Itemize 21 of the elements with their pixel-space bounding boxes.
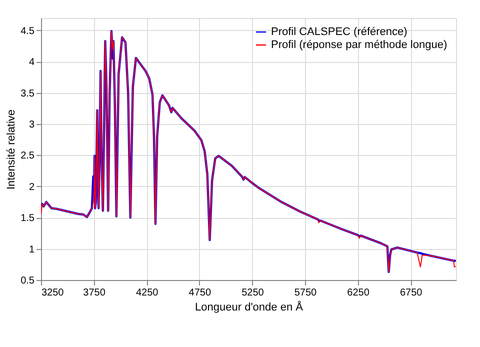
legend-label: Profil (réponse par méthode longue) [271,39,448,51]
x-tick-label: 6750 [400,288,423,298]
x-tick-label: 3250 [42,288,64,298]
y-tick-label: 2.5 [20,150,35,162]
x-tick-label: 4250 [136,288,159,298]
x-tick-label: 4750 [188,288,212,298]
y-tick-label: 0.5 [20,276,35,286]
x-tick-label: 5750 [294,288,318,298]
x-tick-label: 6250 [347,288,370,298]
y-tick-label: 4.5 [20,26,35,37]
y-tick-label: 1.5 [20,213,35,224]
y-tick-label: 4 [28,57,35,68]
y-tick-label: 2 [28,182,35,193]
y-tick-label: 3 [28,120,35,131]
x-tick-label: 3750 [83,288,106,298]
y-axis-title: Intensité relative [6,109,18,190]
x-tick-label: 5250 [242,288,264,298]
x-axis-title: Longueur d'onde en Å [195,300,304,314]
y-tick-label: 3.5 [20,88,35,100]
legend-label: Profil CALSPEC (référence) [271,26,408,38]
y-tick-label: 1 [28,244,35,256]
